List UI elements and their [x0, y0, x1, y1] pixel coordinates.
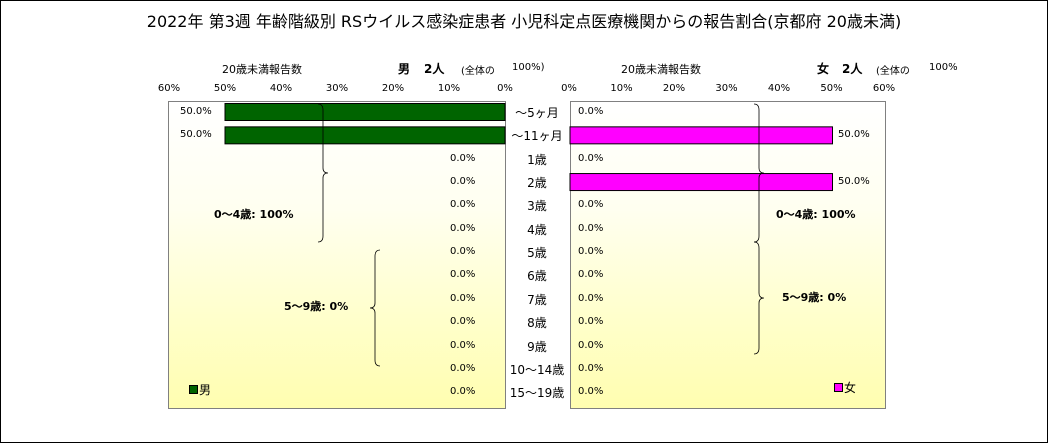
- female-legend-label: 女: [844, 381, 857, 395]
- female-pct-label: 0.0%: [578, 199, 604, 211]
- male-group-5-9: 5～9歳: 0%: [284, 300, 349, 313]
- female-header-label: 女: [817, 62, 830, 76]
- category-label: 8歳: [527, 316, 547, 331]
- category-label: 3歳: [527, 199, 547, 214]
- male-pct-label: 0.0%: [450, 362, 476, 374]
- male-axis-tick: 50%: [213, 83, 237, 94]
- category-label: 2歳: [527, 176, 547, 191]
- chart-title: 2022年 第3週 年齢階級別 RSウイルス感染症患者 小児科定点医療機関からの…: [146, 12, 902, 31]
- female-axis-tick: 30%: [715, 83, 738, 94]
- male-axis-tick: 60%: [157, 83, 181, 94]
- male-bar: [224, 103, 506, 121]
- male-legend-label: 男: [199, 383, 212, 397]
- male-pct-label: 0.0%: [450, 339, 476, 351]
- female-header-count: 2人: [842, 62, 863, 76]
- male-pct-label: 0.0%: [450, 292, 476, 304]
- female-plot-area: [570, 101, 886, 409]
- female-pct-label: 0.0%: [578, 362, 604, 374]
- male-pct-label: 50.0%: [180, 129, 212, 141]
- category-label: ～5ヶ月: [515, 106, 559, 120]
- male-pct-label: 0.0%: [450, 269, 476, 281]
- male-axis-tick: 0%: [497, 83, 513, 94]
- female-pct-label: 0.0%: [578, 269, 604, 281]
- male-pct-label: 0.0%: [450, 222, 476, 234]
- male-pct-label: 0.0%: [450, 199, 476, 211]
- female-legend-swatch: [834, 383, 843, 392]
- male-bar: [224, 126, 506, 145]
- female-header-pct: 100%: [929, 62, 958, 73]
- female-axis-tick: 60%: [872, 83, 896, 94]
- female-pct-label: 0.0%: [578, 106, 604, 117]
- category-label: 15～19歳: [509, 386, 565, 401]
- male-axis-tick: 40%: [269, 83, 293, 94]
- female-pct-label: 50.0%: [838, 176, 870, 188]
- female-subtitle: 20歳未満報告数: [621, 63, 701, 76]
- female-bar: [569, 173, 833, 192]
- female-axis-tick: 40%: [767, 83, 791, 94]
- female-axis-tick: 0%: [561, 83, 577, 94]
- female-pct-label: 0.0%: [578, 246, 604, 258]
- male-header-note: (全体の: [461, 66, 495, 77]
- category-label: 4歳: [527, 222, 547, 237]
- female-pct-label: 0.0%: [578, 339, 604, 351]
- female-pct-label: 0.0%: [578, 292, 604, 304]
- female-group-0-4: 0～4歳: 100%: [776, 208, 856, 221]
- category-label: 1歳: [527, 152, 547, 167]
- male-axis-tick: 10%: [437, 83, 461, 94]
- male-header-pct: 100%): [512, 62, 545, 73]
- female-axis-tick: 10%: [610, 83, 633, 94]
- female-brace-5-9: [753, 241, 765, 355]
- male-header-label: 男: [398, 62, 411, 76]
- category-label: 5歳: [527, 246, 547, 261]
- male-subtitle: 20歳未満報告数: [222, 63, 302, 76]
- female-bar: [569, 126, 833, 145]
- category-label: 7歳: [527, 292, 547, 307]
- male-header-count: 2人: [424, 62, 445, 76]
- male-brace-5-9: [369, 249, 381, 367]
- male-pct-label: 0.0%: [450, 152, 476, 164]
- male-brace-0-4: [317, 103, 329, 243]
- female-pct-label: 0.0%: [578, 386, 604, 398]
- female-brace-0-4: [753, 103, 765, 243]
- category-label: 9歳: [527, 339, 547, 354]
- male-pct-label: 50.0%: [180, 106, 212, 117]
- female-axis-tick: 50%: [820, 83, 843, 94]
- male-axis-tick: 20%: [381, 83, 405, 94]
- female-pct-label: 0.0%: [578, 222, 604, 234]
- female-pct-label: 0.0%: [578, 152, 604, 164]
- male-legend-swatch: [189, 385, 198, 394]
- male-pct-label: 0.0%: [450, 316, 476, 328]
- male-axis-tick: 30%: [325, 83, 349, 94]
- category-label: 6歳: [527, 269, 547, 284]
- female-group-5-9: 5～9歳: 0%: [782, 291, 847, 304]
- female-axis-tick: 20%: [662, 83, 686, 94]
- male-group-0-4: 0～4歳: 100%: [214, 208, 294, 221]
- category-label: 10～14歳: [509, 362, 565, 377]
- female-header-note: (全体の: [876, 66, 910, 77]
- category-label: ～11ヶ月: [511, 129, 563, 144]
- male-pct-label: 0.0%: [450, 386, 476, 398]
- male-plot-area: [168, 101, 506, 409]
- male-pct-label: 0.0%: [450, 246, 476, 258]
- male-pct-label: 0.0%: [450, 176, 476, 188]
- female-pct-label: 0.0%: [578, 316, 604, 328]
- female-pct-label: 50.0%: [838, 129, 870, 141]
